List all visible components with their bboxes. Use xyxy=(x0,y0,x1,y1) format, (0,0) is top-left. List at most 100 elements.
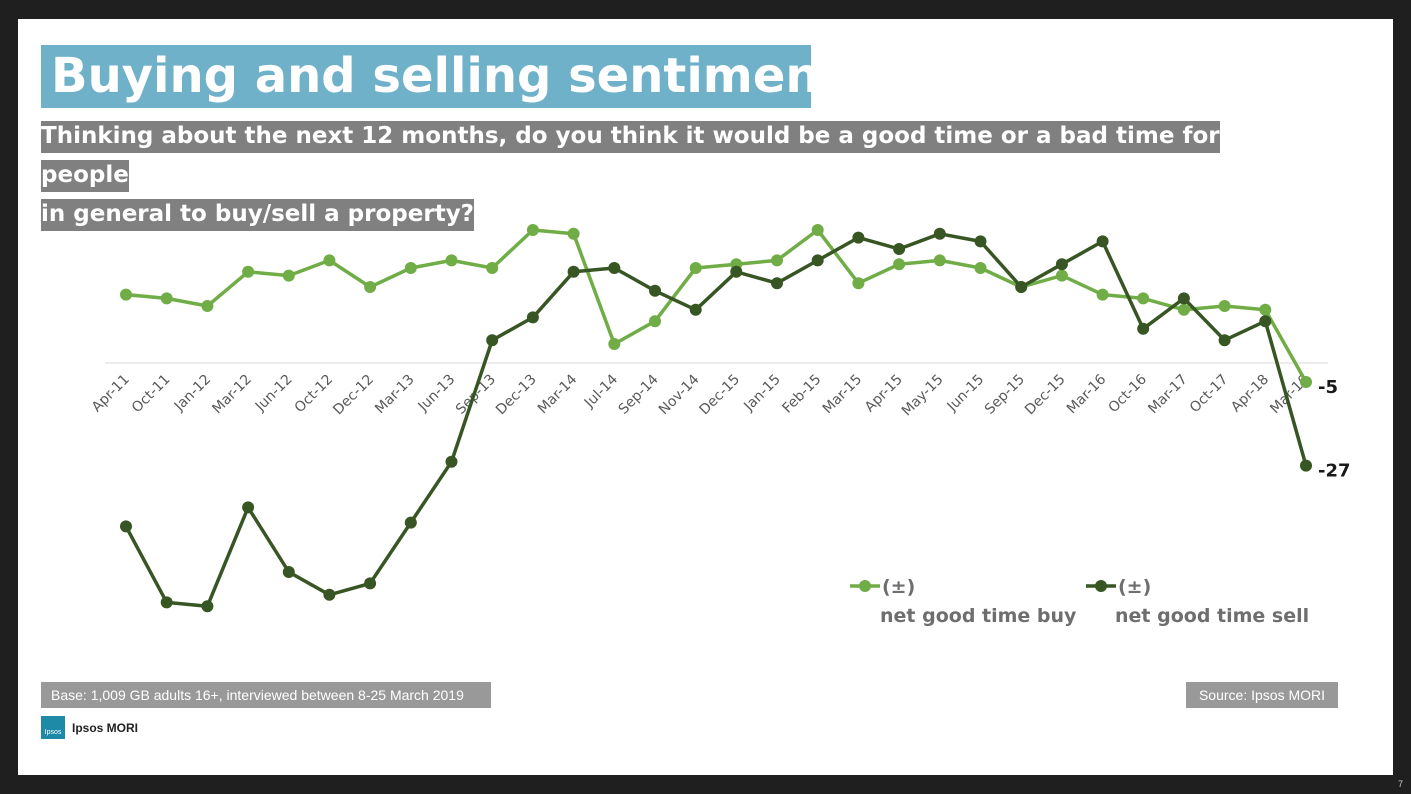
data-point-sell xyxy=(689,303,702,316)
x-tick-label: Sep-15 xyxy=(982,372,1028,418)
series-line-sell xyxy=(124,232,1308,608)
base-note: Base: 1,009 GB adults 16+, interviewed b… xyxy=(41,682,491,708)
data-point-buy xyxy=(364,281,377,293)
x-tick-label: Jan-12 xyxy=(171,372,214,415)
data-point-sell xyxy=(1055,258,1068,271)
data-point-buy xyxy=(1055,269,1068,282)
data-point-buy xyxy=(404,262,417,274)
legend-text-buy: net good time buy xyxy=(880,605,1077,627)
page-number: 7 xyxy=(1397,779,1403,789)
data-point-buy xyxy=(1177,303,1190,316)
x-tick-label: Oct-17 xyxy=(1187,372,1232,417)
data-point-sell xyxy=(933,227,946,240)
x-tick-label: Dec-12 xyxy=(330,372,377,419)
data-point-sell xyxy=(811,254,824,267)
data-point-sell xyxy=(404,516,417,529)
x-tick-label: Dec-15 xyxy=(1022,372,1069,419)
data-point-buy xyxy=(811,224,824,236)
data-point-buy xyxy=(526,224,539,236)
data-point-sell xyxy=(445,455,458,468)
data-point-sell xyxy=(1015,281,1028,293)
chart-legend: (±) net good time buy (±) net good time sel… xyxy=(850,576,1309,627)
data-point-buy xyxy=(689,262,702,274)
x-tick-label: Jun-15 xyxy=(944,372,988,416)
x-tick-label: Apr-18 xyxy=(1228,372,1272,416)
data-point-buy xyxy=(486,262,499,274)
data-point-buy xyxy=(201,300,214,312)
x-tick-label: Oct-12 xyxy=(292,372,337,417)
data-point-buy xyxy=(282,269,295,282)
data-point-sell xyxy=(160,596,173,609)
data-point-buy xyxy=(649,315,661,328)
data-point-sell xyxy=(120,520,132,533)
data-point-sell xyxy=(526,311,539,324)
data-point-sell xyxy=(1177,292,1190,305)
data-point-buy xyxy=(771,254,783,267)
chart-subtitle: Thinking about the next 12 months, do yo… xyxy=(41,117,1301,234)
data-point-sell xyxy=(364,577,377,590)
data-point-sell xyxy=(730,265,743,278)
data-point-sell xyxy=(1259,315,1272,328)
data-point-sell xyxy=(608,262,621,274)
x-tick-label: Sep-14 xyxy=(616,371,662,417)
data-point-sell xyxy=(282,566,295,578)
legend-symbol-buy: (±) xyxy=(882,576,915,598)
x-tick-label: Oct-11 xyxy=(129,372,174,417)
legend-symbol-sell: (±) xyxy=(1118,576,1151,598)
series-line-buy xyxy=(125,228,1308,383)
data-point-buy xyxy=(1096,288,1109,301)
x-tick-label: Dec-13 xyxy=(493,372,540,419)
data-point-sell xyxy=(1137,322,1150,335)
x-tick-label: Jan-15 xyxy=(740,372,783,415)
data-point-sell xyxy=(323,588,336,601)
x-tick-label: Mar-13 xyxy=(372,372,418,418)
data-point-buy xyxy=(933,254,946,267)
x-tick-label: Nov-14 xyxy=(656,371,703,418)
data-point-buy xyxy=(160,292,173,305)
end-value-label-sell: -27 xyxy=(1318,461,1351,482)
data-point-sell xyxy=(1300,459,1312,472)
data-point-sell xyxy=(852,231,865,244)
data-point-sell xyxy=(1218,334,1231,347)
data-point-buy xyxy=(323,254,336,267)
data-point-buy xyxy=(242,265,255,278)
x-tick-label: Oct-16 xyxy=(1105,371,1150,416)
x-tick-label: Jun-13 xyxy=(415,372,459,416)
page-title: Buying and selling sentiment xyxy=(41,45,811,108)
data-point-buy xyxy=(608,338,621,350)
data-point-sell xyxy=(1096,235,1109,248)
data-point-buy xyxy=(1218,300,1231,312)
data-point-buy xyxy=(567,227,580,240)
x-tick-label: Apr-11 xyxy=(89,372,133,416)
ipsos-logo-icon: Ipsos xyxy=(41,716,65,739)
x-tick-label: Sep-13 xyxy=(453,372,499,418)
legend-marker-sell xyxy=(1095,580,1107,592)
x-tick-label: Feb-15 xyxy=(780,372,825,417)
data-point-sell xyxy=(771,277,783,290)
source-note: Source: Ipsos MORI xyxy=(1186,682,1338,708)
series-layer: -5 -27 xyxy=(120,224,1351,613)
data-point-sell xyxy=(486,334,499,347)
end-value-label-buy: -5 xyxy=(1318,377,1338,398)
x-tick-label: Mar-16 xyxy=(1064,371,1110,417)
data-point-buy xyxy=(1300,376,1312,388)
legend-marker-buy xyxy=(859,580,871,592)
x-tick-label: Dec-15 xyxy=(697,372,744,419)
data-point-buy xyxy=(893,258,906,271)
x-tick-label: May-15 xyxy=(899,372,947,420)
subtitle-line-2: in general to buy/sell a property? xyxy=(41,199,475,231)
x-tick-label: Mar-14 xyxy=(535,371,581,417)
ipsos-logo-text: Ipsos MORI xyxy=(72,721,139,735)
legend-text-sell: net good time sell xyxy=(1115,605,1309,627)
data-point-buy xyxy=(1137,292,1150,305)
x-tick-label: Mar-12 xyxy=(209,372,255,418)
data-point-sell xyxy=(242,501,255,514)
data-point-sell xyxy=(201,600,214,613)
data-point-sell xyxy=(567,265,580,278)
x-axis-tick-labels: Apr-11Oct-11Jan-12Mar-12Jun-12Oct-12Dec-… xyxy=(89,371,1313,419)
data-point-buy xyxy=(445,254,458,267)
x-tick-label: Mar-15 xyxy=(820,372,866,418)
data-point-buy xyxy=(974,262,987,274)
data-point-buy xyxy=(120,288,132,301)
